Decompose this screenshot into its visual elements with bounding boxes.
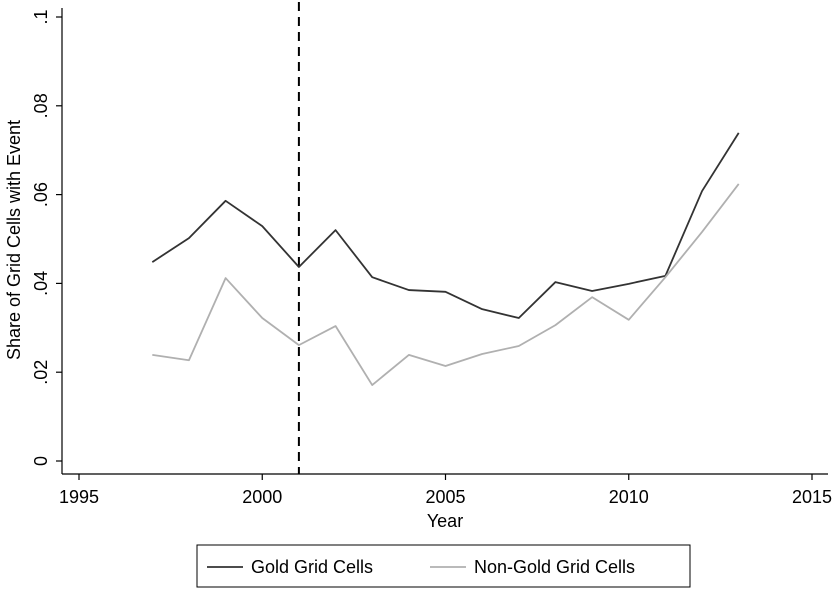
y-axis-label: Share of Grid Cells with Event [4,120,24,360]
y-tick-label: .06 [31,182,51,207]
x-tick-label: 2015 [792,487,832,507]
x-tick-label: 1995 [59,487,99,507]
y-tick-label: .08 [31,93,51,118]
series-line [151,132,740,319]
y-tick-label: .02 [31,360,51,385]
x-axis-label: Year [427,511,463,531]
x-tick-label: 2000 [242,487,282,507]
y-tick-label: .1 [31,9,51,24]
y-tick-label: 0 [31,456,51,466]
legend [196,544,691,588]
series-line [152,183,740,386]
x-tick-label: 2010 [609,487,649,507]
y-tick-label: .04 [31,271,51,296]
legend-label: Gold Grid Cells [251,557,373,577]
x-tick-label: 2005 [425,487,465,507]
legend-label: Non-Gold Grid Cells [474,557,635,577]
